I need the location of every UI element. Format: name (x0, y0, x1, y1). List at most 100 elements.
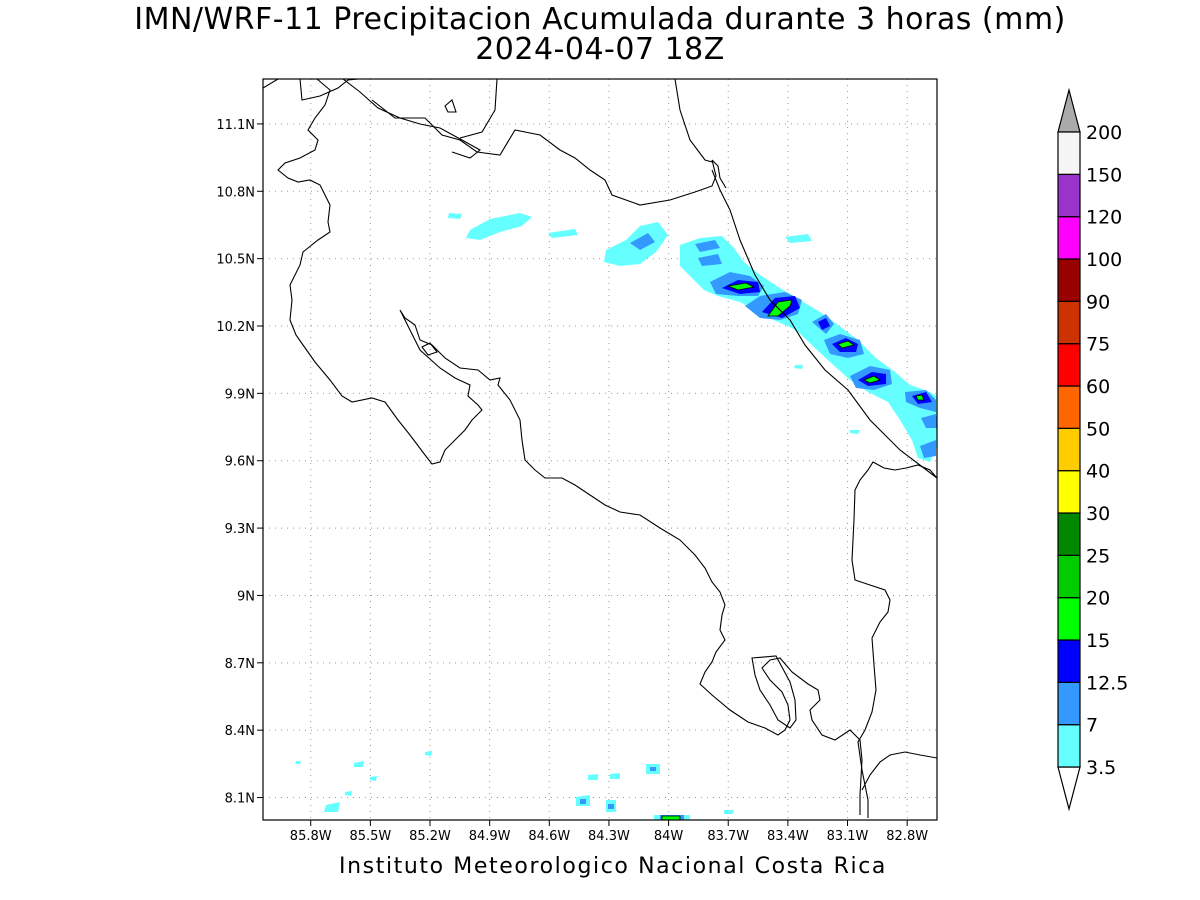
lon-tick-label: 84.3W (588, 829, 630, 844)
precip-cell-green (726, 282, 756, 291)
colorbar-label: 15 (1086, 630, 1110, 652)
lon-tick-label: 83.1W (827, 829, 869, 844)
lat-tick-label: 10.5N (216, 253, 255, 268)
map-title: IMN/WRF-11 Precipitacion Acumulada duran… (134, 2, 1066, 37)
precip-cell-cyan (785, 234, 812, 243)
colorbar-label: 30 (1086, 503, 1110, 525)
colorbar-box (1057, 258, 1081, 302)
lat-tick-label: 10.2N (216, 320, 255, 335)
colorbar-box (1057, 343, 1081, 387)
precip-cell-cyan (345, 791, 352, 796)
colorbar-label: 7 (1086, 715, 1098, 737)
colorbar-box (1057, 427, 1081, 472)
map-subtitle: 2024-04-07 18Z (475, 32, 725, 67)
map-gridlines (263, 79, 937, 820)
colorbar-box (1057, 131, 1081, 175)
lat-tick-label: 8.4N (225, 724, 255, 739)
precip-cell-blue (608, 804, 614, 809)
precipitation-cells (296, 213, 937, 820)
nicoya-peninsula-island (421, 342, 438, 356)
lat-tick-label: 9N (237, 589, 255, 604)
lake-nicaragua-shore (342, 79, 481, 159)
lon-tick-label: 84.9W (469, 829, 511, 844)
colorbar-label: 50 (1086, 418, 1110, 440)
precip-cell-cyan (850, 430, 860, 434)
colorbar-label: 120 (1086, 207, 1122, 229)
colorbar-box (1057, 173, 1081, 218)
colorbar-label: 90 (1086, 291, 1110, 313)
coastlines-and-borders (263, 79, 937, 818)
precip-cell-blue (630, 233, 655, 250)
precip-cell-cyan (425, 751, 432, 756)
caribbean-coastline (674, 79, 937, 479)
map-background (263, 79, 937, 820)
colorbar-boxes (1057, 87, 1081, 812)
nicaragua-south-border (371, 79, 717, 206)
precip-cell-blue (650, 767, 656, 771)
colorbar-label: 20 (1086, 588, 1110, 610)
lat-tick-label: 10.8N (216, 185, 255, 200)
colorbar-box (1057, 597, 1081, 641)
lon-tick-label: 84W (654, 829, 684, 844)
precip-cell-cyan (370, 776, 377, 781)
colorbar-label: 40 (1086, 461, 1110, 483)
precip-cell-blue (698, 254, 722, 266)
precip-cell-blue (580, 799, 586, 804)
longitude-axis: 85.8W 85.5W 85.2W 84.9W 84.6W 84.3W 84W 83.7W 83… (290, 820, 928, 844)
precip-cell-cyan (354, 761, 364, 767)
panama-border (851, 461, 937, 818)
precip-cell-cyan (610, 773, 620, 779)
lon-tick-label: 85.2W (409, 829, 451, 844)
colorbar-label: 200 (1086, 122, 1122, 144)
colorbar-box (1057, 681, 1081, 726)
colorbar-under-arrow (1057, 766, 1081, 812)
colorbar-labels: 3.5 7 12.5 15 20 25 30 40 50 60 75 90 100 120 150 200 (1086, 122, 1128, 779)
precip-cell-green (767, 299, 793, 317)
precip-cell-darkblue (818, 318, 830, 330)
lat-tick-label: 8.7N (225, 657, 255, 672)
colorbar-box (1057, 216, 1081, 260)
precip-cell-cyan (448, 213, 462, 219)
lat-tick-label: 9.3N (225, 522, 255, 537)
colorbar-label: 60 (1086, 376, 1110, 398)
colorbar-over-arrow (1057, 87, 1081, 133)
guanacaste-coast (277, 79, 863, 815)
map-footer: Instituto Meteorologico Nacional Costa R… (339, 854, 887, 879)
lat-tick-label: 9.9N (225, 387, 255, 402)
precipitation-map: 85.8W 85.5W 85.2W 84.9W 84.6W 84.3W 84W 83.7W 83… (216, 78, 938, 844)
san-juan-river (711, 159, 727, 189)
precip-cell-green (837, 340, 855, 349)
lon-tick-label: 85.8W (290, 829, 332, 844)
colorbar-label: 100 (1086, 249, 1122, 271)
colorbar-label: 12.5 (1086, 672, 1128, 694)
lon-tick-label: 85.5W (349, 829, 391, 844)
precip-cell-cyan (588, 774, 598, 780)
precip-cell-cyan (724, 810, 734, 814)
precip-cell-green (661, 815, 681, 820)
colorbar-box (1057, 724, 1081, 768)
colorbar-box (1057, 385, 1081, 429)
colorbar-label: 150 (1086, 164, 1122, 186)
lat-tick-label: 9.6N (225, 455, 255, 470)
lon-tick-label: 83.7W (707, 829, 749, 844)
colorbar-box (1057, 554, 1081, 599)
precip-cell-cyan (794, 365, 803, 369)
lon-tick-label: 84.6W (528, 829, 570, 844)
lat-tick-label: 8.1N (225, 792, 255, 807)
lon-tick-label: 83.4W (767, 829, 809, 844)
nicaragua-north-shore (263, 79, 457, 113)
precip-cell-cyan (548, 229, 578, 238)
osa-peninsula (751, 655, 797, 729)
lon-tick-label: 82.8W (886, 829, 928, 844)
precip-cell-cyan (296, 761, 301, 764)
colorbar-box (1057, 639, 1081, 683)
colorbar-box (1057, 470, 1081, 514)
precip-cell-blue (920, 440, 936, 458)
lat-tick-label: 11.1N (216, 118, 255, 133)
colorbar-label: 25 (1086, 545, 1110, 567)
colorbar-label: 3.5 (1086, 757, 1116, 779)
precip-cell-cyan (466, 213, 532, 240)
colorbar-label: 75 (1086, 334, 1110, 356)
map-frame (262, 78, 938, 821)
